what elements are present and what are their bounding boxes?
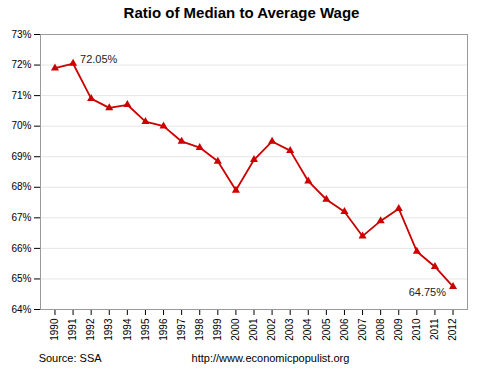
svg-text:73%: 73% <box>11 29 31 40</box>
svg-text:72%: 72% <box>11 59 31 70</box>
svg-text:67%: 67% <box>11 212 31 223</box>
svg-text:1997: 1997 <box>176 318 187 341</box>
svg-text:70%: 70% <box>11 120 31 131</box>
svg-text:65%: 65% <box>11 273 31 284</box>
svg-text:2009: 2009 <box>393 318 404 341</box>
svg-text:64%: 64% <box>11 304 31 315</box>
svg-text:69%: 69% <box>11 151 31 162</box>
svg-text:1995: 1995 <box>140 318 151 341</box>
svg-text:1992: 1992 <box>85 318 96 341</box>
svg-text:2004: 2004 <box>302 318 313 341</box>
svg-text:2002: 2002 <box>266 318 277 341</box>
svg-text:64.75%: 64.75% <box>409 286 447 298</box>
svg-text:1990: 1990 <box>49 318 60 341</box>
svg-text:2012: 2012 <box>447 318 458 341</box>
svg-text:1993: 1993 <box>103 318 114 341</box>
html-text:http://www.economicpopulist.or: http://www.economicpopulist.org <box>191 352 350 364</box>
svg-text:1996: 1996 <box>158 318 169 341</box>
svg-text:1998: 1998 <box>194 318 205 341</box>
svg-text:1991: 1991 <box>67 318 78 341</box>
svg-text:2003: 2003 <box>284 318 295 341</box>
svg-text:2011: 2011 <box>429 318 440 340</box>
svg-text:2010: 2010 <box>411 318 422 341</box>
svg-text:2000: 2000 <box>230 318 241 341</box>
svg-text:2007: 2007 <box>357 318 368 341</box>
svg-text:2005: 2005 <box>321 318 332 341</box>
svg-text:2001: 2001 <box>248 318 259 341</box>
svg-text:1999: 1999 <box>212 318 223 341</box>
svg-text:66%: 66% <box>11 243 31 254</box>
html-text:Source: SSA: Source: SSA <box>38 352 102 364</box>
svg-text:71%: 71% <box>11 90 31 101</box>
svg-text:2008: 2008 <box>375 318 386 341</box>
svg-text:1994: 1994 <box>122 318 133 341</box>
svg-text:72.05%: 72.05% <box>80 53 118 65</box>
svg-text:68%: 68% <box>11 181 31 192</box>
svg-text:2006: 2006 <box>339 318 350 341</box>
html-text:Ratio of Median to Average Wag: Ratio of Median to Average Wage <box>123 4 360 21</box>
